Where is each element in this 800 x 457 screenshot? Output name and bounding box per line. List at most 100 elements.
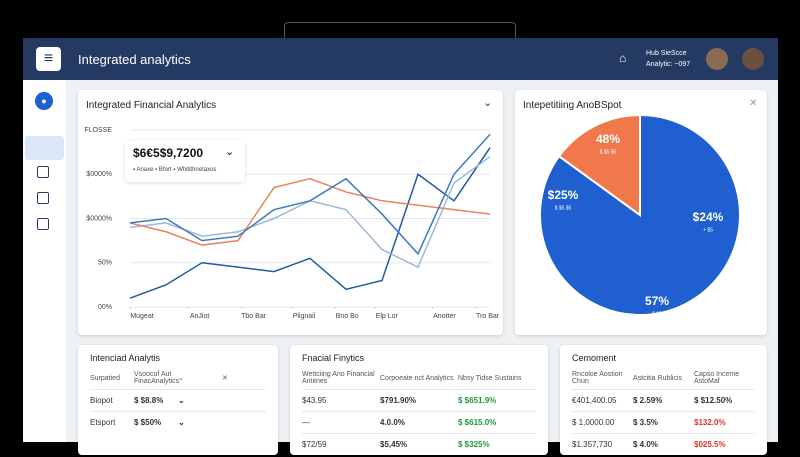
nav-item[interactable] xyxy=(37,192,49,204)
header: ≡ Integrated analytics ⌂ Hub SieScce Ana… xyxy=(23,38,778,80)
table-row: $ 1,0000.00 $ 3.5% $132.0% xyxy=(572,411,755,433)
pie-label: 57% xyxy=(645,294,669,308)
cell: €401,400.05 xyxy=(572,396,617,405)
cell: $ $12.50% xyxy=(694,396,733,405)
cell: $72/59 xyxy=(302,440,327,449)
cell: $ $615.0% xyxy=(458,418,497,427)
table-row: €401,400.05 $ 2.59% $ $12.50% xyxy=(572,389,755,411)
cell: Biopot xyxy=(90,396,113,405)
header-cell: Nbsy Tidse Sustains xyxy=(458,374,522,382)
x-tick-label: Elp Lor xyxy=(376,313,399,320)
tooltip-value: $6€5$9,7200 xyxy=(133,146,204,160)
y-tick-label: $0000% xyxy=(86,171,112,178)
table-body: €401,400.05 $ 2.59% $ $12.50% $ 1,0000.00 $ … xyxy=(572,389,755,455)
cell: $132.0% xyxy=(694,418,726,427)
series-line xyxy=(129,177,491,246)
table-card: Intenciad Analytis Surpatied Vsoocuf Aut F… xyxy=(78,345,278,455)
table-card: Fnacial Finytics Wettciing Ano Financial … xyxy=(290,345,548,455)
pie-sublabel: + $5 xyxy=(703,227,713,233)
cell: $ 1,0000.00 xyxy=(572,418,615,427)
table-row: $43.95 $791.90% $ $651.9% xyxy=(302,389,536,411)
nav-item[interactable] xyxy=(37,218,49,230)
nav-item-active[interactable] xyxy=(25,136,64,160)
pie-slice xyxy=(557,113,641,217)
header-cell: Astcitia Rublicis xyxy=(633,374,683,382)
menu-button[interactable]: ≡ xyxy=(36,47,61,71)
table-title: Cemoment xyxy=(572,353,617,363)
header-cell: ⌄ xyxy=(178,375,184,382)
table-row: Etsport $ $50% ⌄ xyxy=(90,411,266,433)
table-header: Surpatied Vsoocuf Aut FinacAnalytics ⌄ ✕ xyxy=(90,369,266,387)
close[interactable]: ✕ xyxy=(749,98,758,109)
table-body: Biopot $ $8.8% ⌄ Etsport $ $50% ⌄ xyxy=(90,389,266,433)
avatar[interactable] xyxy=(706,48,728,70)
table-row: $1.357,730 $ 4.0% $025.5% xyxy=(572,433,755,455)
y-tick-label: $0000% xyxy=(86,215,112,222)
header-cell: ✕ xyxy=(222,375,228,382)
table-title: Fnacial Finytics xyxy=(302,353,365,363)
user-name: Hub SieScce xyxy=(646,50,687,57)
card-title: Intepetitiing AnoBSpot xyxy=(523,100,622,111)
header-cell: Corpoeate nct Analytics xyxy=(380,374,454,382)
avatar[interactable] xyxy=(742,48,764,70)
cell: $ $8.8% xyxy=(134,396,164,405)
tooltip-chevron[interactable]: ⌄ xyxy=(225,146,235,158)
y-tick-label: 50% xyxy=(98,260,112,267)
cell: $ 3.5% xyxy=(633,418,658,427)
header-cell: Capso Inceme AstoMaf xyxy=(694,371,740,385)
app-title: Integrated analytics xyxy=(78,52,191,67)
tooltip: $6€5$9,7200 ⌄ ▪ Anaxe ▪ Bfort ▪ Whitithn… xyxy=(125,140,245,182)
nav-item[interactable] xyxy=(37,166,49,178)
series-line xyxy=(129,133,491,256)
pie-label: $24% xyxy=(693,210,724,224)
cell: 4.0.0% xyxy=(380,418,405,427)
cell: $5,45% xyxy=(380,440,408,449)
x-tick-label: Tbo Bar xyxy=(241,313,267,320)
cell: $ 4.0% xyxy=(633,440,658,449)
x-tick-label: Tro Bar xyxy=(476,313,500,320)
pie-label: $25% xyxy=(548,188,579,202)
table-row: $72/59 $5,45% $ $325% xyxy=(302,433,536,455)
pie-label: 48% xyxy=(596,132,620,146)
table-body: $43.95 $791.90% $ $651.9% — 4.0.0% $ $615.0% $… xyxy=(302,389,536,455)
header-cell: Surpatied xyxy=(90,374,120,382)
table-title: Intenciad Analytis xyxy=(90,353,161,363)
cell: $ $325% xyxy=(458,440,490,449)
cell: $1.357,730 xyxy=(572,440,613,449)
user-sub: Analytic: ~097 xyxy=(646,61,691,68)
header-cell: Rncoloe Aostion Chun xyxy=(572,371,623,385)
header-cell: Vsoocuf Aut FinacAnalytics xyxy=(134,371,180,385)
pie-sublabel: $ $5 $5 xyxy=(600,149,617,155)
table-header: Wettciing Ano Financial Antitnes Corpoeat… xyxy=(302,369,536,387)
cell: $025.5% xyxy=(694,440,726,449)
cell: $43.95 xyxy=(302,396,327,405)
cell: $791.90% xyxy=(380,396,417,405)
cell: $ $50% xyxy=(134,418,162,427)
cell: ⌄ xyxy=(178,396,185,405)
line-card: Integrated Financial Analytics ⌄ xyxy=(78,90,503,335)
x-tick-label: Mugeat xyxy=(130,313,153,320)
pie-sublabel: $ $5 $5 xyxy=(555,205,572,211)
home-icon[interactable]: ⌂ xyxy=(619,51,627,65)
table-header: Rncoloe Aostion Chun Astcitia Rublicis Cap… xyxy=(572,369,755,387)
monitor-notch xyxy=(284,22,516,38)
cell: — xyxy=(302,418,310,427)
cell: $ 2.59% xyxy=(633,396,663,405)
table-card: Cemoment Rncoloe Aostion Chun Astcitia Rub… xyxy=(560,345,767,455)
sidebar: ● xyxy=(23,80,66,442)
x-tick-label: Plignail xyxy=(293,313,316,320)
pie-sublabel: $ $5 xyxy=(652,311,662,317)
y-tick-label: 00% xyxy=(98,304,112,311)
collapse[interactable]: ⌄ xyxy=(483,97,493,109)
table-row: — 4.0.0% $ $615.0% xyxy=(302,411,536,433)
cell: Etsport xyxy=(90,418,116,427)
y-tick-label: FLOSSE xyxy=(84,127,112,134)
cell: ⌄ xyxy=(178,418,185,427)
x-tick-label: Anotter xyxy=(433,313,456,320)
tooltip-legend: ▪ Anaxe ▪ Bfort ▪ Whitithnetaxos xyxy=(133,167,217,173)
search-button[interactable]: ● xyxy=(35,92,53,110)
header-cell: Wettciing Ano Financial Antitnes xyxy=(302,371,375,385)
series-line xyxy=(129,147,491,299)
